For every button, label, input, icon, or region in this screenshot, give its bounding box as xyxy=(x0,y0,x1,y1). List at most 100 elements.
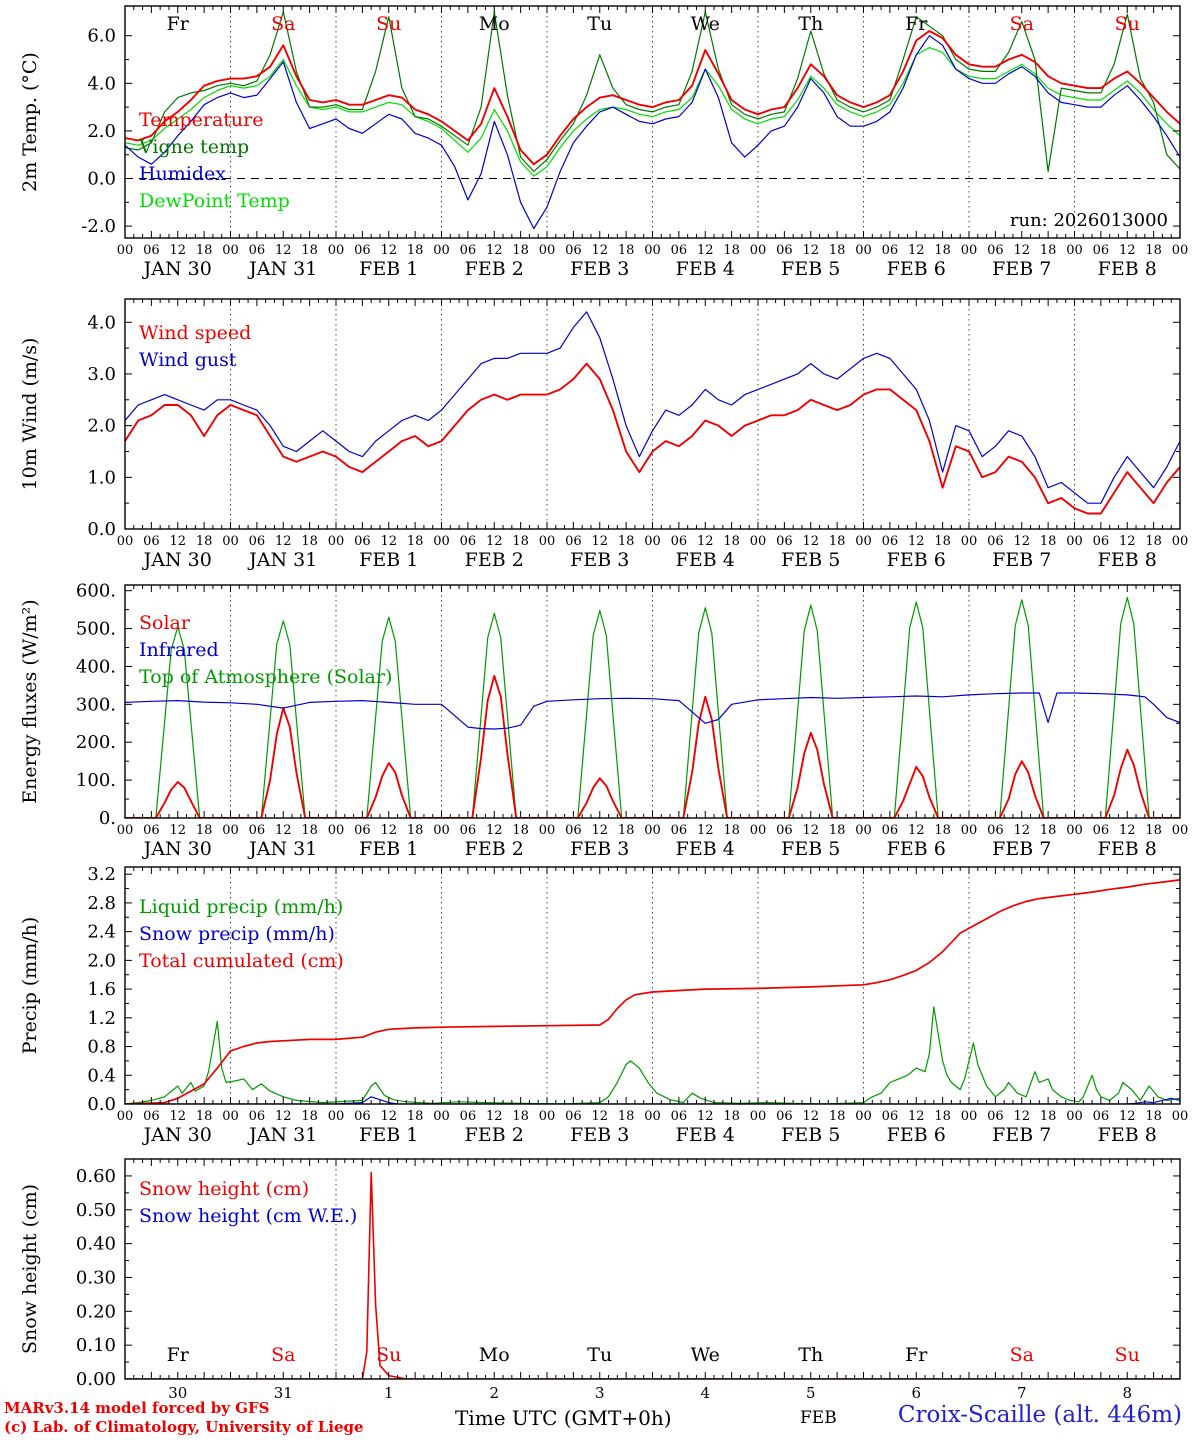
hour-tick-label: 00 xyxy=(1172,243,1189,258)
date-label: FEB 2 xyxy=(465,258,524,280)
hour-tick-label: 06 xyxy=(354,534,371,549)
hour-tick-label: 12 xyxy=(591,823,608,838)
hour-tick-label: 18 xyxy=(512,243,529,258)
y-axis-label: 10m Wind (m/s) xyxy=(19,338,41,491)
y-tick-label: 100. xyxy=(76,770,116,791)
hour-tick-label: 18 xyxy=(407,823,424,838)
date-label: FEB 4 xyxy=(676,258,735,280)
day-number-label: 31 xyxy=(274,1384,293,1402)
date-label: FEB 8 xyxy=(1098,1124,1157,1146)
y-tick-label: 2.8 xyxy=(87,893,116,914)
legend-liquid-precip-mm-h: Liquid precip (mm/h) xyxy=(139,896,343,918)
hour-tick-label: 06 xyxy=(460,534,477,549)
hour-tick-label: 00 xyxy=(433,823,450,838)
hour-tick-label: 00 xyxy=(539,243,556,258)
hour-tick-label: 00 xyxy=(855,823,872,838)
hour-tick-label: 06 xyxy=(987,823,1004,838)
hour-tick-label: 00 xyxy=(222,243,239,258)
series-top-of-atmosphere-solar xyxy=(125,596,1180,818)
hour-tick-label: 12 xyxy=(697,534,714,549)
hour-tick-label: 12 xyxy=(697,1109,714,1124)
hour-tick-label: 06 xyxy=(776,1109,793,1124)
series-humidex xyxy=(125,35,1180,230)
date-label: FEB 5 xyxy=(781,838,840,860)
legend-total-cumulated-cm: Total cumulated (cm) xyxy=(139,950,344,972)
panel-snow_height: 0.00 0.10 0.20 0.30 0.40 0.50 0.60 Snow height … xyxy=(19,1158,1181,1402)
date-label: FEB 8 xyxy=(1098,549,1157,571)
day-number-label: 6 xyxy=(911,1384,921,1402)
date-label: FEB 7 xyxy=(992,258,1051,280)
hour-tick-label: 00 xyxy=(644,534,661,549)
hour-tick-label: 12 xyxy=(1013,243,1030,258)
hour-tick-label: 06 xyxy=(1093,1109,1110,1124)
hour-tick-label: 12 xyxy=(486,1109,503,1124)
series-dewpoint-temp xyxy=(125,47,1180,177)
day-name-label: Sa xyxy=(271,13,295,35)
date-label: JAN 30 xyxy=(142,838,212,860)
hour-tick-label: 06 xyxy=(671,534,688,549)
hour-tick-label: 12 xyxy=(486,243,503,258)
date-label: JAN 31 xyxy=(247,258,317,280)
hour-tick-label: 06 xyxy=(882,534,899,549)
y-axis-label: 2m Temp. (°C) xyxy=(19,52,41,192)
legend-wind-speed: Wind speed xyxy=(139,322,251,344)
hour-tick-label: 00 xyxy=(222,534,239,549)
y-tick-label: 2.0 xyxy=(87,416,116,437)
hour-tick-label: 18 xyxy=(1040,243,1057,258)
hour-tick-label: 12 xyxy=(486,534,503,549)
hour-tick-label: 12 xyxy=(1119,243,1136,258)
hour-tick-label: 00 xyxy=(539,1109,556,1124)
y-tick-label: 0.30 xyxy=(76,1267,116,1288)
hour-tick-label: 00 xyxy=(1066,243,1083,258)
hour-tick-label: 06 xyxy=(1093,823,1110,838)
series-wind-speed xyxy=(125,362,1180,515)
y-tick-label: 3.2 xyxy=(87,864,116,885)
series-snow-precip xyxy=(125,1096,1180,1104)
date-label: FEB 2 xyxy=(465,838,524,860)
y-tick-label: 1.0 xyxy=(87,467,116,488)
legend-top-of-atmosphere-solar: Top of Atmosphere (Solar) xyxy=(139,666,392,688)
hour-tick-label: 00 xyxy=(750,243,767,258)
hour-tick-label: 00 xyxy=(222,823,239,838)
y-tick-label: 0.0 xyxy=(87,519,116,540)
hour-tick-label: 06 xyxy=(987,1109,1004,1124)
hour-tick-label: 18 xyxy=(1040,823,1057,838)
hour-tick-label: 00 xyxy=(328,243,345,258)
hour-tick-label: 00 xyxy=(328,823,345,838)
series-total-cumulated xyxy=(125,879,1180,1104)
day-number-label: 3 xyxy=(595,1384,605,1402)
date-label: FEB 1 xyxy=(359,838,418,860)
date-label: JAN 30 xyxy=(142,258,212,280)
hour-tick-label: 06 xyxy=(987,534,1004,549)
hour-tick-label: 12 xyxy=(908,243,925,258)
day-name-label: We xyxy=(691,13,720,35)
y-tick-label: 0.60 xyxy=(76,1166,116,1187)
date-label: FEB 3 xyxy=(570,838,629,860)
date-label: FEB 3 xyxy=(570,549,629,571)
hour-tick-label: 00 xyxy=(961,534,978,549)
day-name-label: Su xyxy=(1115,13,1140,35)
hour-tick-label: 06 xyxy=(354,243,371,258)
hour-tick-label: 06 xyxy=(882,823,899,838)
date-label: FEB 7 xyxy=(992,1124,1051,1146)
hour-tick-label: 18 xyxy=(618,243,635,258)
hour-tick-label: 18 xyxy=(723,534,740,549)
hour-tick-label: 18 xyxy=(829,823,846,838)
y-tick-label: 0.4 xyxy=(87,1065,116,1086)
hour-tick-label: 12 xyxy=(275,823,292,838)
hour-tick-label: 00 xyxy=(117,1109,134,1124)
legend-humidex: Humidex xyxy=(139,163,226,185)
day-number-label: 30 xyxy=(168,1384,187,1402)
legend-snow-height-cm: Snow height (cm) xyxy=(139,1178,309,1200)
date-label: JAN 31 xyxy=(247,549,317,571)
hour-tick-label: 00 xyxy=(539,823,556,838)
day-number-label: 2 xyxy=(489,1384,499,1402)
hour-tick-label: 06 xyxy=(882,1109,899,1124)
hour-tick-label: 12 xyxy=(169,823,186,838)
hour-tick-label: 00 xyxy=(1066,823,1083,838)
hour-tick-label: 12 xyxy=(169,1109,186,1124)
hour-tick-label: 00 xyxy=(644,243,661,258)
panel-energy_fluxes: 0. 100. 200. 300. 400. 500. 600. Energy fluxes … xyxy=(19,581,1188,860)
hour-tick-label: 00 xyxy=(433,534,450,549)
hour-tick-label: 06 xyxy=(671,823,688,838)
